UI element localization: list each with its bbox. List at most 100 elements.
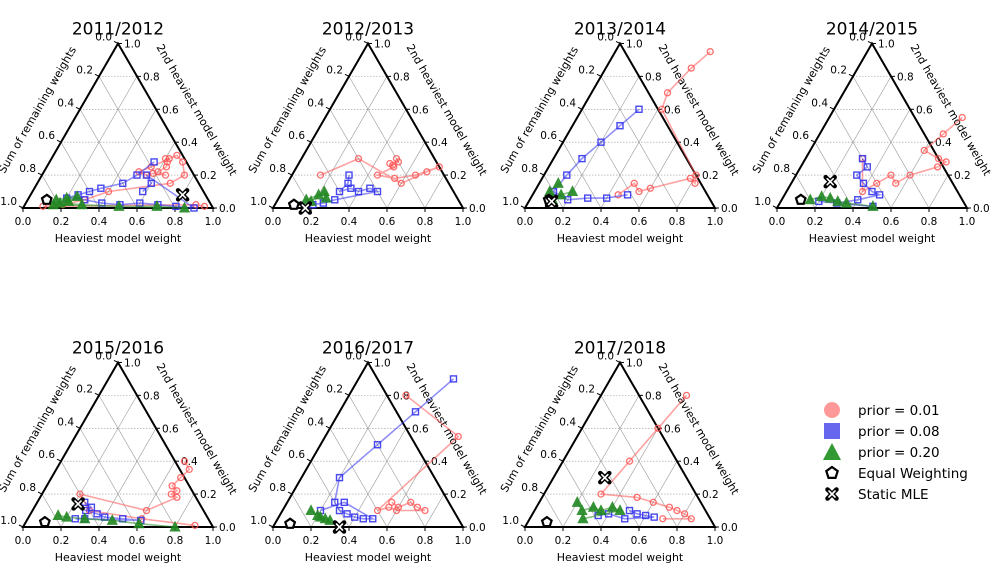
bottom-axis-label: Heaviest model weight [809,232,936,245]
legend-marker-circle [824,402,840,418]
data-point-prior-0.01 [423,168,431,176]
data-point-prior-0.01 [185,465,193,474]
data-point-prior-0.01 [191,521,199,530]
right-tick-label: 1.0 [124,357,141,369]
left-tick-label: 0.2 [76,383,93,395]
equal-weighting-marker [540,515,553,528]
left-tick-mark [577,425,583,429]
bottom-tick-label: 0.0 [517,216,534,228]
left-tick-label: 0.2 [76,64,93,76]
left-tick-mark [287,491,293,495]
ternary-panel-5: 0.01.00.00.20.80.20.40.60.40.60.40.60.80… [0,338,240,564]
data-point-prior-0.01 [892,179,900,187]
bottom-tick-label: 0.4 [91,216,108,228]
data-point-prior-0.01 [166,179,174,187]
left-tick-label: 0.6 [792,130,809,142]
left-tick-mark [75,106,81,110]
bottom-tick-label: 0.0 [265,216,282,228]
right-tick-label: 0.8 [645,390,662,402]
right-tick-label: 1.0 [124,38,141,50]
data-point-prior-0.01 [663,89,672,97]
left-tick-label: 1.0 [0,515,17,527]
grid-line [41,493,62,528]
bottom-tick-label: 0.6 [129,216,146,228]
legend-marker-square [824,423,840,439]
right-tick-label: 0.6 [162,423,179,435]
left-tick-mark [539,491,545,495]
bottom-tick-label: 0.0 [15,216,32,228]
data-point-prior-0.08 [351,513,359,521]
data-point-prior-0.08 [142,171,151,179]
ternary-frame [523,360,717,528]
left-tick-mark [56,458,62,462]
grid-line [424,174,445,209]
right-tick-label: 0.2 [702,170,719,182]
data-point-prior-0.20 [324,514,336,525]
legend-marker-pentagon [825,465,839,479]
left-tick-label: 0.6 [288,130,305,142]
right-tick-label: 0.4 [935,137,952,149]
data-point-prior-0.20 [52,509,64,520]
data-point-prior-0.01 [665,503,674,511]
data-point-prior-0.08 [621,515,629,523]
grid-line [98,109,157,209]
data-point-prior-0.01 [407,498,415,506]
right-tick-label: 0.2 [200,489,217,501]
data-point-prior-0.01 [920,146,928,155]
data-point-prior-0.20 [47,198,60,210]
data-point-prior-0.01 [392,506,401,515]
series-line-prior-0.01 [376,394,460,512]
data-point-prior-0.01 [706,48,714,56]
bottom-tick-label: 1.0 [707,216,724,228]
right-tick-label: 0.4 [181,137,198,149]
data-point-prior-0.20 [566,185,579,197]
left-axis-label: Sum of remaining weights [498,363,581,495]
panel-title: 2011/2012 [72,19,164,39]
left-tick-label: 0.6 [540,449,557,461]
grid-line [852,109,911,209]
data-point-prior-0.20 [320,191,332,203]
data-point-prior-0.20 [54,196,66,208]
grid-line [98,428,157,528]
data-point-prior-0.20 [867,200,879,211]
data-point-prior-0.01 [633,493,641,502]
data-point-prior-0.08 [854,196,862,204]
data-point-prior-0.20 [61,510,73,522]
bottom-tick-label: 0.8 [669,535,686,547]
grid [543,76,697,209]
left-tick-mark [56,139,62,143]
data-point-prior-0.20 [178,201,191,213]
left-tick-label: 0.2 [830,64,847,76]
bottom-tick-label: 0.4 [91,535,108,547]
right-tick-label: 0.6 [664,423,681,435]
data-point-prior-0.08 [347,184,355,192]
data-point-prior-0.08 [97,184,105,192]
data-point-prior-0.08 [449,375,458,383]
right-tick-label: 0.2 [702,489,719,501]
data-point-prior-0.08 [150,158,158,166]
left-tick-label: 0.4 [559,416,576,428]
right-tick-label: 0.8 [143,390,160,402]
grid [41,395,195,528]
left-tick-mark [113,41,119,44]
data-point-prior-0.08 [343,510,351,518]
right-tick-label: 0.4 [431,456,448,468]
data-point-prior-0.01 [906,171,914,179]
grid-line [562,142,602,209]
bottom-axis-label: Heaviest model weight [305,551,432,564]
series-line-prior-0.01 [599,394,694,520]
data-point-prior-0.08 [335,506,344,515]
data-point-prior-0.01 [614,191,622,199]
data-point-prior-0.20 [577,512,589,524]
panel-title: 2013/2014 [574,19,666,39]
left-tick-label: 0.0 [95,350,112,362]
data-point-prior-0.01 [397,179,405,187]
ternary-panel-6: 0.01.00.00.20.80.20.40.60.40.60.40.60.80… [246,338,490,564]
grid-line [348,428,407,528]
right-tick-label: 0.8 [143,71,160,83]
data-point-prior-0.08 [354,187,363,196]
data-point-prior-0.20 [832,195,844,206]
left-tick-mark [596,392,602,396]
data-point-prior-0.08 [563,171,571,179]
series-line-prior-0.08 [320,378,455,520]
